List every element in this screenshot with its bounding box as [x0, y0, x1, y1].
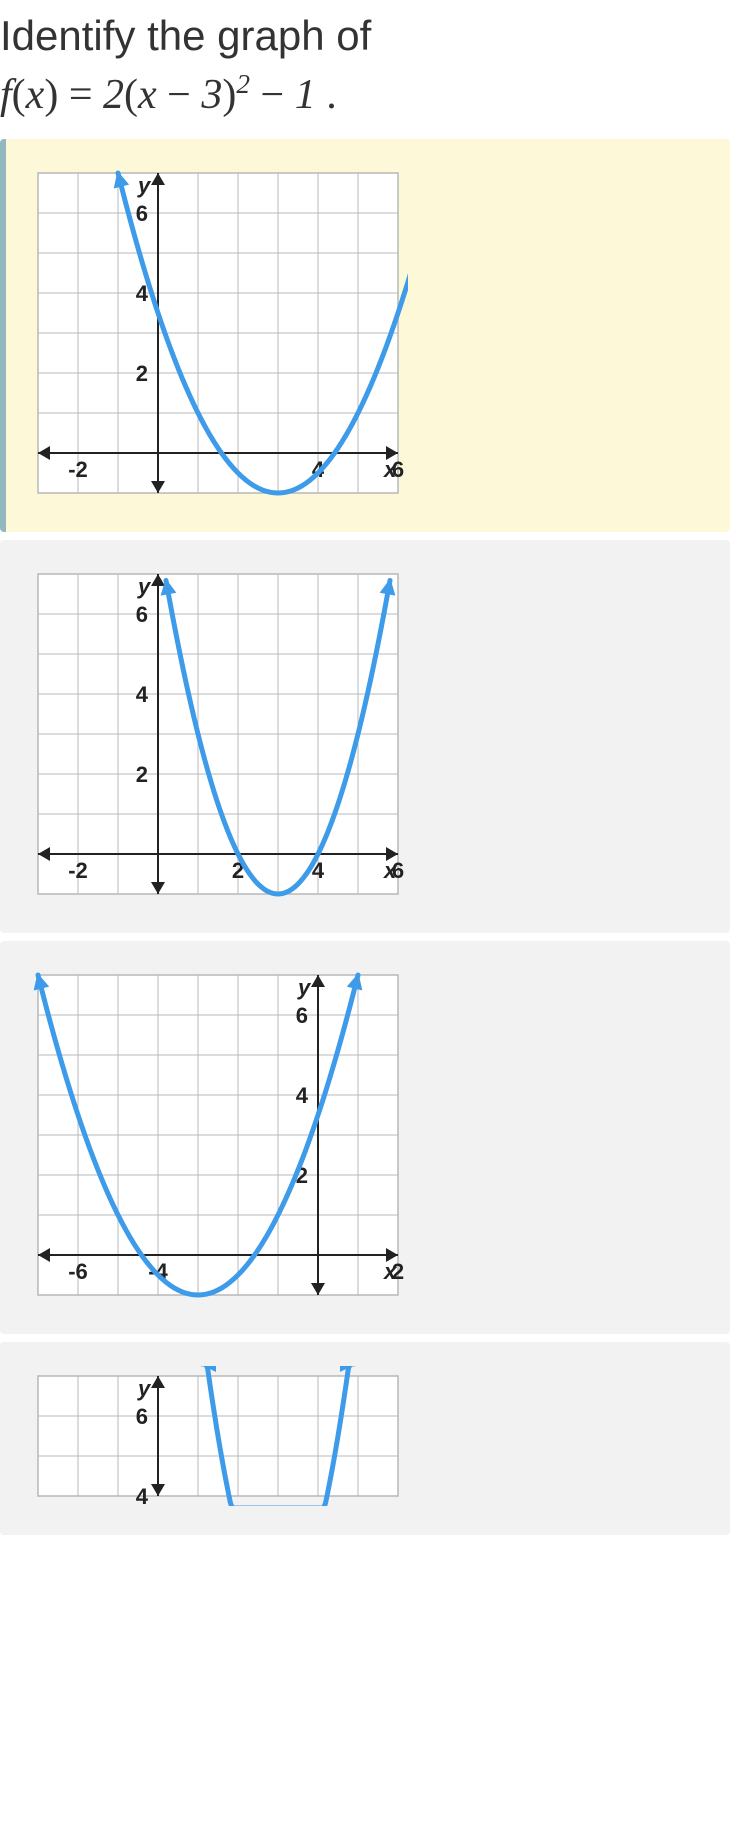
answer-list: -246246xy-2246246xy-6-42246xy64y	[0, 139, 730, 1535]
svg-text:x: x	[383, 858, 397, 883]
svg-text:y: y	[137, 173, 152, 198]
svg-text:6: 6	[136, 201, 148, 226]
answer-option-2[interactable]: -2246246xy	[0, 540, 730, 933]
svg-text:6: 6	[136, 602, 148, 627]
svg-text:4: 4	[296, 1083, 309, 1108]
graph-3: -6-42246xy	[28, 965, 408, 1305]
svg-text:y: y	[297, 975, 312, 1000]
answer-option-1[interactable]: -246246xy	[0, 139, 730, 532]
svg-text:x: x	[383, 457, 397, 482]
question-formula: f(x) = 2(x − 3)2 − 1 .	[0, 69, 730, 119]
question-prompt: Identify the graph of	[0, 10, 730, 63]
svg-text:y: y	[137, 574, 152, 599]
answer-option-4[interactable]: 6 4 y	[0, 1342, 730, 1535]
graph-2: -2246246xy	[28, 564, 408, 904]
svg-text:6: 6	[136, 1404, 148, 1429]
svg-text:6: 6	[296, 1003, 308, 1028]
graph-1: -246246xy	[28, 163, 408, 503]
svg-text:4: 4	[136, 682, 149, 707]
svg-text:-2: -2	[68, 858, 88, 883]
svg-text:-2: -2	[68, 457, 88, 482]
svg-text:-6: -6	[68, 1259, 88, 1284]
answer-option-3[interactable]: -6-42246xy	[0, 941, 730, 1334]
svg-text:x: x	[383, 1259, 397, 1284]
graph-4: 6 4 y	[28, 1366, 408, 1506]
svg-text:2: 2	[136, 762, 148, 787]
svg-text:y: y	[137, 1376, 152, 1401]
question-block: Identify the graph of f(x) = 2(x − 3)2 −…	[0, 0, 730, 139]
svg-text:2: 2	[136, 361, 148, 386]
svg-text:4: 4	[136, 1484, 149, 1506]
